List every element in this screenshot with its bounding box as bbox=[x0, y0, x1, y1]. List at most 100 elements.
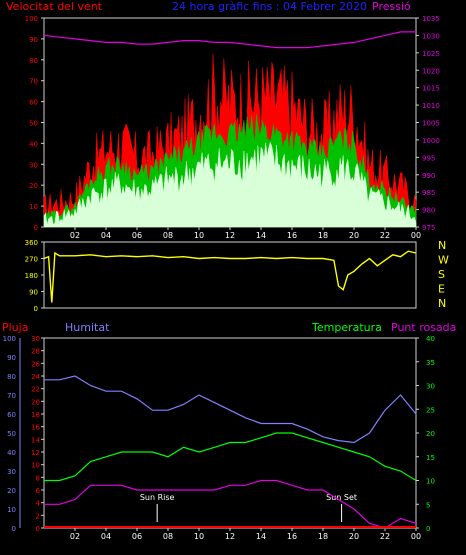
direction-compass-label: W bbox=[438, 254, 449, 267]
pressure-y-tick-label: 985 bbox=[422, 189, 435, 197]
rain-y-tick-label: 6 bbox=[36, 487, 41, 495]
dewpoint-header: Punt rosada bbox=[391, 321, 456, 334]
direction-compass-label: N bbox=[438, 239, 446, 252]
wind-y-tick-label: 70 bbox=[29, 78, 38, 86]
temp-y-tick-label: 5 bbox=[426, 501, 430, 509]
temp-y-tick-label: 10 bbox=[426, 478, 435, 486]
wind-speed-series bbox=[43, 141, 417, 228]
rain-y-tick-label: 26 bbox=[31, 360, 40, 368]
lower-panel-frame bbox=[43, 337, 417, 529]
wind-x-tick-label: 08 bbox=[163, 231, 173, 240]
rain-y-tick-label: 10 bbox=[31, 462, 40, 470]
sun-marker-label: Sun Set bbox=[326, 493, 357, 502]
direction-y-tick-label: 0 bbox=[34, 305, 38, 313]
pressure-series bbox=[43, 31, 416, 49]
wind-direction-series bbox=[43, 250, 417, 303]
lower-x-tick-label: 00 bbox=[411, 532, 421, 541]
temperature-series bbox=[44, 432, 417, 482]
humidity-y-tick-label: 80 bbox=[7, 373, 16, 381]
chart-title: 24 hora gràfic fins : 04 Febrer 2020 bbox=[172, 0, 367, 13]
lower-x-tick-label: 06 bbox=[132, 532, 142, 541]
lower-x-tick-label: 04 bbox=[101, 532, 111, 541]
lower-x-tick-label: 20 bbox=[349, 532, 359, 541]
wind-y-tick-label: 40 bbox=[29, 140, 38, 148]
pressure-y-tick-label: 1020 bbox=[422, 67, 440, 75]
chart-layer: 0102030405060708090100975980985990995100… bbox=[3, 15, 449, 541]
direction-panel-frame bbox=[43, 241, 417, 309]
rain-y-tick-label: 18 bbox=[31, 411, 40, 419]
wind-x-tick-label: 22 bbox=[380, 231, 390, 240]
wind-x-tick-label: 06 bbox=[132, 231, 142, 240]
direction-compass-label: N bbox=[438, 297, 446, 310]
humidity-y-tick-label: 50 bbox=[7, 430, 16, 438]
humidity-y-tick-label: 90 bbox=[7, 354, 16, 362]
temp-y-tick-label: 15 bbox=[426, 454, 435, 462]
wind-y-tick-label: 30 bbox=[29, 161, 38, 169]
pressure-y-tick-label: 1035 bbox=[422, 15, 440, 23]
wind-y-tick-label: 80 bbox=[29, 57, 38, 65]
pressure-y-tick-label: 1000 bbox=[422, 137, 440, 145]
wind-speed-header: Velocitat del vent bbox=[6, 0, 103, 13]
wind-y-tick-label: 20 bbox=[29, 182, 38, 190]
rain-y-tick-label: 24 bbox=[31, 373, 40, 381]
sun-marker-label: Sun Rise bbox=[140, 493, 175, 502]
wind-x-tick-label: 04 bbox=[101, 231, 111, 240]
wind-x-tick-label: 18 bbox=[318, 231, 328, 240]
humidity-y-tick-label: 10 bbox=[7, 506, 16, 514]
temperature-header: Temperatura bbox=[311, 321, 382, 334]
dewpoint-series bbox=[44, 479, 417, 529]
direction-compass-label: S bbox=[438, 268, 445, 281]
wind-y-tick-label: 60 bbox=[29, 99, 38, 107]
lower-x-tick-label: 10 bbox=[194, 532, 204, 541]
wind-x-tick-label: 02 bbox=[70, 231, 80, 240]
humidity-y-tick-label: 60 bbox=[7, 411, 16, 419]
lower-x-tick-label: 02 bbox=[70, 532, 80, 541]
wind-y-tick-label: 10 bbox=[29, 203, 38, 211]
pressure-y-tick-label: 1025 bbox=[422, 50, 440, 58]
rain-y-tick-label: 12 bbox=[31, 449, 40, 457]
temp-y-tick-label: 20 bbox=[426, 430, 435, 438]
rain-y-tick-label: 28 bbox=[31, 348, 40, 356]
humidity-y-tick-label: 40 bbox=[7, 449, 16, 457]
direction-y-tick-label: 90 bbox=[29, 289, 38, 297]
wind-y-tick-label: 90 bbox=[29, 36, 38, 44]
humidity-y-tick-label: 30 bbox=[7, 468, 16, 476]
rain-y-tick-label: 8 bbox=[36, 474, 40, 482]
humidity-y-tick-label: 0 bbox=[12, 525, 16, 533]
wind-x-tick-label: 14 bbox=[256, 231, 266, 240]
direction-y-tick-label: 270 bbox=[25, 256, 38, 264]
direction-y-tick-label: 360 bbox=[25, 239, 38, 247]
pressure-y-tick-label: 975 bbox=[422, 224, 435, 232]
rain-y-tick-label: 30 bbox=[31, 335, 40, 343]
lower-x-tick-label: 14 bbox=[256, 532, 266, 541]
rain-y-tick-label: 2 bbox=[36, 512, 40, 520]
pressure-y-tick-label: 980 bbox=[422, 207, 435, 215]
wind-x-tick-label: 20 bbox=[349, 231, 359, 240]
humidity-header: Humitat bbox=[65, 321, 110, 334]
temp-y-tick-label: 40 bbox=[426, 335, 435, 343]
rain-header: Pluja bbox=[2, 321, 28, 334]
lower-x-tick-label: 18 bbox=[318, 532, 328, 541]
temp-y-tick-label: 25 bbox=[426, 406, 435, 414]
lower-x-tick-label: 08 bbox=[163, 532, 173, 541]
wind-y-tick-label: 0 bbox=[34, 224, 38, 232]
temp-y-tick-label: 35 bbox=[426, 359, 435, 367]
temp-y-tick-label: 0 bbox=[426, 525, 430, 533]
rain-y-tick-label: 4 bbox=[36, 500, 41, 508]
pressure-y-tick-label: 1030 bbox=[422, 32, 440, 40]
rain-y-tick-label: 20 bbox=[31, 398, 40, 406]
wind-x-tick-label: 00 bbox=[411, 231, 421, 240]
humidity-y-tick-label: 100 bbox=[3, 335, 16, 343]
direction-y-tick-label: 180 bbox=[25, 272, 38, 280]
rain-y-tick-label: 16 bbox=[31, 424, 40, 432]
wind-y-tick-label: 100 bbox=[25, 15, 38, 23]
pressure-y-tick-label: 995 bbox=[422, 154, 435, 162]
pressure-y-tick-label: 1010 bbox=[422, 102, 440, 110]
humidity-y-tick-label: 70 bbox=[7, 392, 16, 400]
lower-x-tick-label: 16 bbox=[287, 532, 297, 541]
humidity-series bbox=[44, 375, 417, 444]
wind-x-tick-label: 12 bbox=[225, 231, 235, 240]
rain-y-tick-label: 22 bbox=[31, 386, 40, 394]
rain-y-tick-label: 0 bbox=[36, 525, 40, 533]
